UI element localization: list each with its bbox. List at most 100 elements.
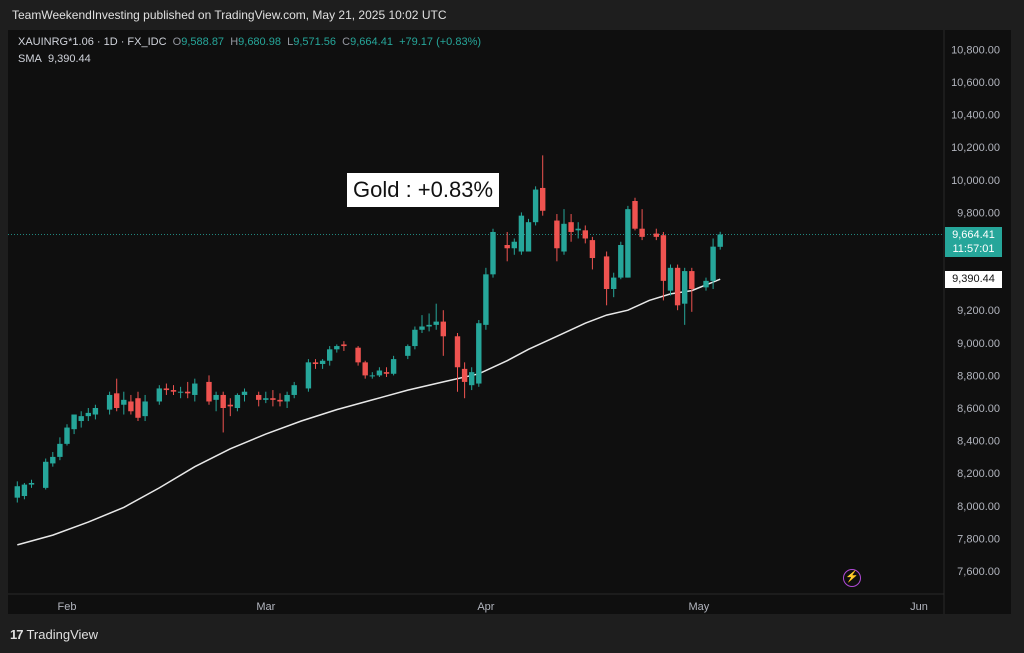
open-value: 9,588.87 [181, 36, 225, 48]
candle-body [703, 280, 709, 288]
flash-icon[interactable]: ⚡ [843, 569, 861, 587]
candle [170, 385, 177, 395]
candle [369, 372, 375, 379]
candle-body [355, 347, 361, 363]
candle-body [554, 220, 560, 249]
candle [667, 264, 674, 296]
candle-body [611, 277, 617, 290]
candle-body [291, 385, 297, 395]
candle [532, 186, 539, 226]
candle [312, 359, 319, 369]
candle [156, 385, 162, 405]
symbol-label[interactable]: XAUINRG*1.06 · 1D · FX_IDC [18, 36, 167, 48]
y-tick-label: 10,200.00 [951, 142, 1000, 154]
candle [305, 359, 312, 392]
candle [611, 272, 617, 298]
candle [525, 218, 532, 252]
candle-body [334, 346, 340, 350]
candle [14, 481, 20, 503]
candle [277, 393, 283, 407]
candle [206, 375, 212, 405]
candle-body [319, 360, 326, 364]
candle-body [21, 484, 28, 497]
candle-body [327, 349, 333, 361]
sma-legend[interactable]: SMA 9,390.44 [18, 53, 91, 65]
candle [582, 225, 588, 244]
candle [618, 241, 624, 280]
publish-header: TeamWeekendInvesting published on Tradin… [12, 8, 447, 22]
candle-body [440, 321, 446, 337]
candle-body [362, 362, 368, 376]
candle [490, 228, 496, 278]
candle-body [92, 408, 99, 415]
candle [419, 315, 425, 334]
candle [142, 394, 148, 422]
candle-body [206, 381, 212, 402]
candle-body [483, 274, 489, 325]
candle [78, 411, 84, 428]
candle [469, 367, 475, 391]
candle [383, 367, 390, 378]
y-tick-label: 8,800.00 [957, 370, 1000, 382]
candle-body [454, 336, 461, 368]
candle-body [525, 222, 532, 252]
candle [57, 437, 63, 461]
candle [92, 404, 99, 420]
candle [575, 222, 581, 239]
bar-countdown: 11:57:01 [952, 243, 995, 255]
candle [28, 479, 35, 488]
y-tick-label: 9,800.00 [957, 207, 1000, 219]
candle-body [689, 271, 695, 290]
candle [476, 319, 482, 387]
candle [674, 264, 681, 311]
candle [256, 391, 262, 407]
sma-label: SMA [18, 53, 42, 65]
candle [284, 391, 290, 408]
candle-body [710, 246, 716, 281]
candle [568, 214, 574, 242]
candle-body [469, 372, 475, 386]
candle-body [504, 245, 510, 249]
plot-area[interactable] [8, 30, 1011, 614]
x-tick-label: May [689, 601, 710, 613]
candle-body [653, 233, 659, 237]
y-tick-label: 10,000.00 [951, 175, 1000, 187]
candle-body [14, 486, 20, 498]
candle-body [213, 394, 219, 400]
x-tick-label: Apr [477, 601, 494, 613]
candle [341, 341, 347, 351]
candle-body [256, 394, 262, 400]
candle-body [369, 375, 375, 377]
candle [177, 386, 184, 399]
candle-body [518, 215, 525, 252]
candle [518, 212, 525, 255]
candle [703, 277, 709, 291]
candle [220, 391, 226, 433]
candle-body [603, 256, 610, 290]
high-label: H [230, 36, 239, 48]
candle-body [227, 404, 233, 407]
candle [21, 482, 28, 500]
annotation-text-box[interactable]: Gold : +0.83% [347, 173, 500, 207]
candle-body [561, 223, 567, 252]
sma-line [17, 278, 721, 546]
candle [85, 408, 91, 422]
candle-body [376, 370, 383, 376]
candle [454, 333, 461, 392]
candle [64, 424, 70, 446]
candle-body [142, 401, 148, 417]
x-tick-label: Mar [256, 601, 275, 613]
y-tick-label: 10,600.00 [951, 77, 1000, 89]
sma-price-tag: 9,390.44 [945, 271, 1002, 288]
candle-body [170, 390, 177, 392]
candle [412, 326, 418, 350]
candle [653, 228, 659, 241]
candle [554, 214, 560, 262]
candle-body [383, 372, 390, 374]
candle-body [241, 391, 248, 395]
candle-body [341, 344, 347, 347]
candle-body [632, 200, 638, 229]
candle [440, 310, 446, 356]
change-value: +79.17 (+0.83%) [399, 36, 482, 48]
